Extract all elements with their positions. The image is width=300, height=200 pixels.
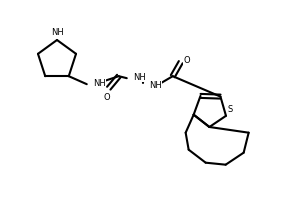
Text: NH: NH [133,73,146,82]
Text: S: S [228,105,233,114]
Text: NH: NH [51,28,63,37]
Text: O: O [184,56,190,65]
Text: NH: NH [149,81,161,90]
Text: O: O [103,93,110,102]
Text: NH: NH [93,79,106,88]
